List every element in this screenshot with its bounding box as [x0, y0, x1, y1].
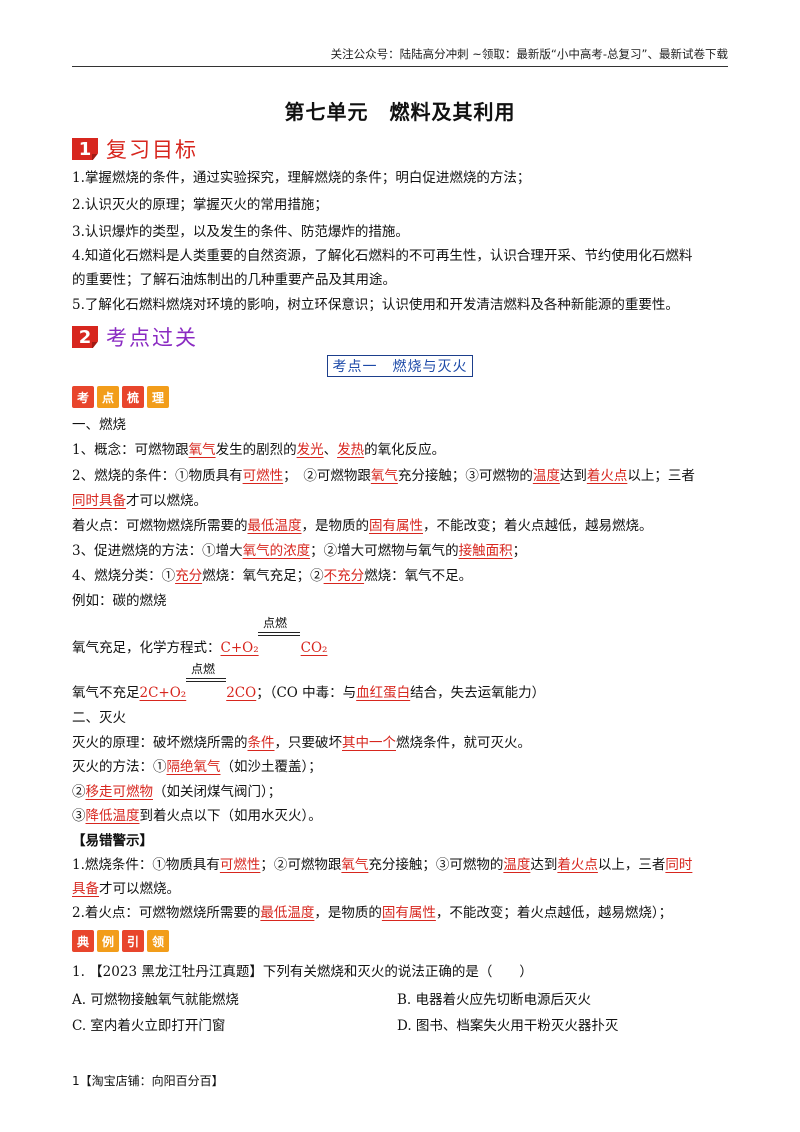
line-promote: 3、促进燃烧的方法：①增大氧气的浓度；②增大可燃物与氧气的接触面积； [72, 543, 527, 559]
section-number: 1 [72, 138, 98, 160]
tag-row-examples: 典 例 引 领 [72, 930, 169, 952]
warning-title: 【易错警示】 [72, 833, 153, 849]
option-c: C. 室内着火立即打开门窗 [72, 1018, 226, 1034]
question-stem: 1. 【2023 黑龙江牡丹江真题】下列有关燃烧和灭火的说法正确的是（ ） [72, 964, 533, 980]
goal-3: 3.认识爆炸的类型，以及发生的条件、防范爆炸的措施。 [72, 224, 409, 240]
goal-2: 2.认识灭火的原理；掌握灭火的常用措施； [72, 197, 328, 213]
section-label: 复习目标 [106, 138, 198, 162]
heading-extinguish: 二、灭火 [72, 710, 126, 726]
equation-1: 氧气充足，化学方程式：C+O₂ CO₂ [72, 640, 328, 656]
line-ignition-point: 着火点：可燃物燃烧所需要的最低温度，是物质的固有属性，不能改变；着火点越低，越易… [72, 518, 653, 534]
tag: 例 [97, 930, 119, 952]
page-title: 第七单元 燃料及其利用 [284, 100, 516, 124]
line-conditions: 2、燃烧的条件：①物质具有可燃性； ②可燃物跟氧气充分接触；③可燃物的温度达到着… [72, 468, 695, 484]
line-example: 例如：碳的燃烧 [72, 593, 167, 609]
eq1-condition: 点燃 [263, 616, 288, 630]
option-d: D. 图书、档案失火用干粉灭火器扑灭 [397, 1018, 619, 1034]
tag: 点 [97, 386, 119, 408]
section-label: 考点过关 [106, 326, 198, 350]
eq2-condition: 点燃 [191, 662, 216, 676]
tag: 考 [72, 386, 94, 408]
goal-1: 1.掌握燃烧的条件，通过实验探究，理解燃烧的条件；明白促进燃烧的方法； [72, 170, 531, 186]
header-rule [72, 66, 728, 67]
tag: 理 [147, 386, 169, 408]
footer-note: 1【淘宝店铺：向阳百分百】 [72, 1074, 224, 1088]
tag: 梳 [122, 386, 144, 408]
warning-2: 2.着火点：可燃物燃烧所需要的最低温度，是物质的固有属性，不能改变；着火点越低，… [72, 905, 673, 921]
line-method-1: 灭火的方法：①隔绝氧气（如沙土覆盖）； [72, 759, 322, 775]
line-classify: 4、燃烧分类：①充分燃烧：氧气充足；②不充分燃烧：氧气不足。 [72, 568, 473, 584]
section-banner-kaodian: 2 考点过关 [72, 322, 198, 352]
line-extinguish-principle: 灭火的原理：破坏燃烧所需的条件，只要破坏其中一个燃烧条件，就可灭火。 [72, 735, 531, 751]
tag: 领 [147, 930, 169, 952]
section-banner-goals: 1 复习目标 [72, 134, 198, 164]
line-concept: 1、概念：可燃物跟氧气发生的剧烈的发光、发热的氧化反应。 [72, 442, 446, 458]
heading-combustion: 一、燃烧 [72, 417, 126, 433]
section-number: 2 [72, 326, 98, 348]
equation-2: 氧气不充足2C+O₂ 2CO；（CO 中毒：与血红蛋白结合，失去运氧能力） [72, 685, 546, 701]
line-method-2: ②移走可燃物（如关闭煤气阀门）； [72, 784, 282, 800]
option-b: B. 电器着火应先切断电源后灭火 [397, 992, 592, 1008]
kaodian-title: 考点一 燃烧与灭火 [327, 355, 473, 377]
warning-1-cont: 具备才可以燃烧。 [72, 881, 180, 897]
eq2-bar [186, 678, 226, 682]
tag: 引 [122, 930, 144, 952]
line-method-3: ③降低温度到着火点以下（如用水灭火）。 [72, 808, 322, 824]
goal-5: 5.了解化石燃料燃烧对环境的影响，树立环保意识；认识使用和开发清洁燃料及各种新能… [72, 297, 679, 313]
option-a: A. 可燃物接触氧气就能燃烧 [72, 992, 239, 1008]
goal-4: 4.知道化石燃料是人类重要的自然资源，了解化石燃料的不可再生性，认识合理开采、节… [72, 248, 693, 264]
header-note: 关注公众号：陆陆高分冲刺 ~领取：最新版“小中高考-总复习”、最新试卷下载 [330, 47, 728, 61]
tag-row-kaodian: 考 点 梳 理 [72, 386, 169, 408]
goal-4-cont: 的重要性；了解石油炼制出的几种重要产品及其用途。 [72, 272, 396, 288]
tag: 典 [72, 930, 94, 952]
eq1-bar [258, 632, 300, 636]
warning-1: 1.燃烧条件：①物质具有可燃性；②可燃物跟氧气充分接触；③可燃物的温度达到着火点… [72, 857, 693, 873]
line-conditions-cont: 同时具备才可以燃烧。 [72, 493, 207, 509]
